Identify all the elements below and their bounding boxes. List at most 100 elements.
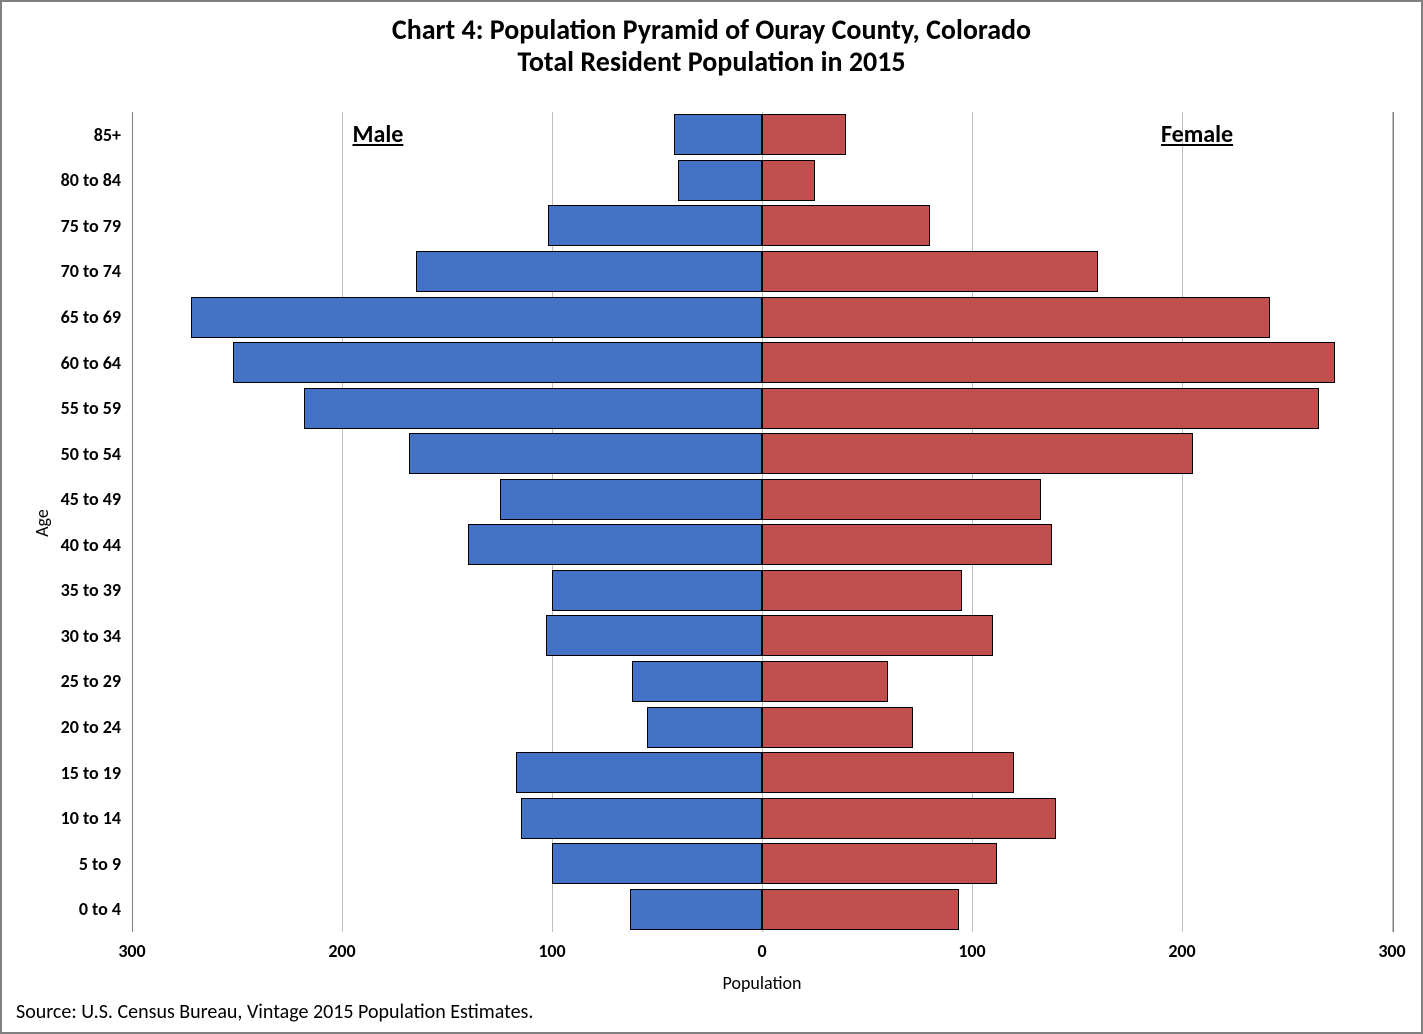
gridline-vertical [1392, 112, 1393, 932]
y-tick-label: 5 to 9 [26, 853, 121, 875]
y-tick-label: 65 to 69 [26, 306, 121, 328]
x-tick-label: 100 [538, 940, 565, 962]
bar-male [678, 160, 762, 201]
bar-male [233, 342, 762, 383]
bar-female [762, 752, 1014, 793]
y-tick: 30 to 34 [26, 615, 121, 656]
plot-area: 3002001000100200300MaleFemale [132, 112, 1392, 932]
bar-male [468, 524, 762, 565]
chart-title-line2: Total Resident Population in 2015 [2, 46, 1421, 78]
y-tick: 80 to 84 [26, 160, 121, 201]
y-tick: 70 to 74 [26, 251, 121, 292]
bar-male [191, 297, 762, 338]
age-row [132, 524, 1392, 565]
bar-female [762, 889, 959, 930]
bar-male [647, 707, 763, 748]
chart-title: Chart 4: Population Pyramid of Ouray Cou… [2, 2, 1421, 78]
y-tick-label: 75 to 79 [26, 215, 121, 237]
y-tick-label: 40 to 44 [26, 534, 121, 556]
bar-female [762, 388, 1319, 429]
bar-female [762, 798, 1056, 839]
bar-female [762, 297, 1270, 338]
bar-male [674, 114, 762, 155]
age-row [132, 843, 1392, 884]
x-tick-label: 300 [118, 940, 145, 962]
bar-male [521, 798, 763, 839]
age-row [132, 297, 1392, 338]
y-tick: 50 to 54 [26, 433, 121, 474]
bar-female [762, 433, 1193, 474]
x-tick-label: 0 [757, 940, 766, 962]
age-row [132, 570, 1392, 611]
age-row [132, 707, 1392, 748]
y-tick-label: 15 to 19 [26, 762, 121, 784]
y-tick-label: 0 to 4 [26, 898, 121, 920]
y-tick: 40 to 44 [26, 524, 121, 565]
bar-female [762, 342, 1335, 383]
age-row [132, 160, 1392, 201]
bar-male [552, 843, 762, 884]
bar-male [552, 570, 762, 611]
source-citation: Source: U.S. Census Bureau, Vintage 2015… [16, 1000, 533, 1024]
age-row [132, 615, 1392, 656]
chart-title-line1: Chart 4: Population Pyramid of Ouray Cou… [2, 14, 1421, 46]
bar-male [500, 479, 763, 520]
bar-male [548, 205, 762, 246]
bar-male [516, 752, 762, 793]
y-tick: 15 to 19 [26, 752, 121, 793]
bar-female [762, 570, 962, 611]
bar-female [762, 707, 913, 748]
y-tick-label: 50 to 54 [26, 443, 121, 465]
age-row [132, 889, 1392, 930]
x-tick-label: 300 [1378, 940, 1405, 962]
y-tick-label: 80 to 84 [26, 169, 121, 191]
age-row [132, 661, 1392, 702]
y-tick: 5 to 9 [26, 843, 121, 884]
age-row [132, 433, 1392, 474]
x-axis-label: Population [723, 972, 802, 994]
bar-female [762, 479, 1041, 520]
y-tick: 25 to 29 [26, 661, 121, 702]
y-tick: 55 to 59 [26, 388, 121, 429]
y-tick: 35 to 39 [26, 570, 121, 611]
y-tick: 45 to 49 [26, 479, 121, 520]
bar-female [762, 843, 997, 884]
bar-male [632, 661, 762, 702]
age-row [132, 752, 1392, 793]
x-tick-label: 200 [328, 940, 355, 962]
age-row [132, 798, 1392, 839]
age-row [132, 388, 1392, 429]
bar-female [762, 114, 846, 155]
bar-male [546, 615, 762, 656]
x-tick-label: 100 [958, 940, 985, 962]
bar-female [762, 251, 1098, 292]
y-tick-label: 20 to 24 [26, 716, 121, 738]
chart-frame: Chart 4: Population Pyramid of Ouray Cou… [0, 0, 1423, 1034]
bar-female [762, 615, 993, 656]
y-tick: 75 to 79 [26, 205, 121, 246]
bar-female [762, 160, 815, 201]
bar-female [762, 661, 888, 702]
y-tick-label: 30 to 34 [26, 625, 121, 647]
plot-wrap: 3002001000100200300MaleFemale Population [132, 112, 1392, 932]
y-tick: 0 to 4 [26, 889, 121, 930]
age-row [132, 342, 1392, 383]
y-tick: 60 to 64 [26, 342, 121, 383]
age-row [132, 251, 1392, 292]
bar-male [416, 251, 763, 292]
y-tick-label: 25 to 29 [26, 670, 121, 692]
y-tick: 20 to 24 [26, 707, 121, 748]
series-label-male: Male [353, 120, 404, 149]
y-tick-label: 60 to 64 [26, 352, 121, 374]
y-tick-label: 70 to 74 [26, 260, 121, 282]
y-tick-label: 85+ [26, 124, 121, 146]
bar-male [304, 388, 762, 429]
bar-female [762, 524, 1052, 565]
age-row [132, 479, 1392, 520]
y-tick: 10 to 14 [26, 798, 121, 839]
y-tick: 65 to 69 [26, 297, 121, 338]
y-tick: 85+ [26, 114, 121, 155]
x-tick-label: 200 [1168, 940, 1195, 962]
age-row [132, 205, 1392, 246]
y-tick-label: 45 to 49 [26, 488, 121, 510]
